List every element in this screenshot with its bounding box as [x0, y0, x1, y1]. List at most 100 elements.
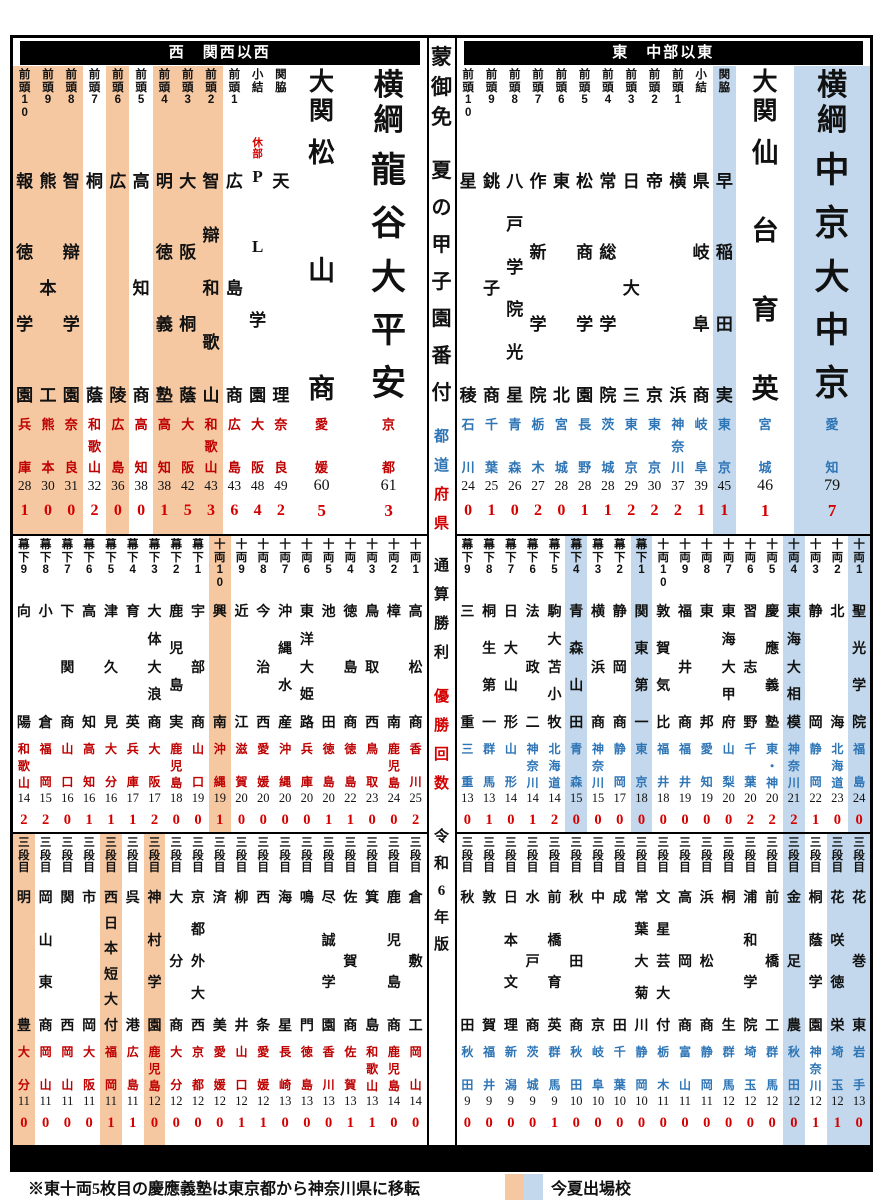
- school-name: 常総学院: [599, 172, 617, 405]
- school-column: 関脇早稲田実東京 45 1: [712, 66, 737, 534]
- championship-count: 2: [42, 812, 50, 828]
- total-wins: 30: [41, 478, 55, 493]
- championship-count: 0: [790, 1115, 798, 1131]
- total-wins: 28: [577, 478, 592, 493]
- school-column: 前頭 4 明徳義塾高知 38 1: [152, 66, 177, 534]
- championship-count: 1: [487, 502, 496, 519]
- championship-count: 0: [85, 1115, 93, 1131]
- school-name: 日大山形: [503, 605, 518, 731]
- school-name: 天理: [272, 172, 290, 405]
- school-name: 文星芸大付: [656, 891, 671, 1034]
- championship-count: 0: [637, 1115, 646, 1131]
- total-wins: 22: [809, 791, 822, 805]
- rank-label: 三段目: [788, 837, 800, 875]
- total-wins: 11: [700, 1094, 713, 1108]
- school-name: 東洋大姫路: [299, 605, 314, 731]
- school-column: 前頭 9 熊本工熊本 30 0: [36, 66, 60, 534]
- school-column: 小結県岐阜商岐阜 39 1: [689, 66, 712, 534]
- school-name: 静岡: [808, 605, 823, 731]
- school-column: 前頭 5 高知商高知 38 0: [129, 66, 152, 534]
- rank-label: 三段目: [766, 837, 778, 875]
- prefecture-label: 沖縄: [213, 742, 226, 789]
- school-name: 市岡: [82, 891, 97, 1034]
- school-name: 花巻東: [852, 891, 867, 1034]
- school-column: 幕下 3 大体大浪商大阪 17 2: [144, 536, 166, 832]
- prefecture-label: 鳥取: [366, 742, 379, 789]
- prefecture-label: 宮城: [554, 417, 568, 475]
- championship-count: 1: [720, 502, 729, 519]
- school-name: 鹿児島商: [386, 891, 401, 1034]
- championship-count: 0: [572, 812, 580, 828]
- championship-count: 1: [812, 1115, 820, 1131]
- total-wins: 24: [461, 478, 475, 493]
- championship-count: 0: [216, 1115, 224, 1131]
- prefecture-label: 岩手: [853, 1045, 866, 1092]
- total-wins: 15: [39, 791, 52, 805]
- school-column: 十両 5 慶應義塾東・神 20 2: [761, 536, 783, 832]
- school-name: 柳井: [234, 891, 249, 1034]
- total-wins: 13: [278, 1094, 292, 1108]
- school-column: 前頭 9 銚子商千葉 25 1: [480, 66, 503, 534]
- school-name: 智辯学園: [62, 172, 80, 405]
- school-name: 下関商: [60, 605, 75, 731]
- rank-label: 三段目: [570, 837, 582, 875]
- total-wins: 9: [464, 1094, 471, 1108]
- gomen-koumuru-label: 蒙御免: [431, 45, 452, 129]
- total-wins: 13: [300, 1094, 314, 1108]
- school-name: 近江: [234, 605, 249, 731]
- prefecture-label: 千葉: [613, 1045, 626, 1092]
- school-column: 十両 4 徳島商徳島 22 1: [339, 536, 361, 832]
- school-name: 大阪桐蔭: [179, 172, 197, 405]
- prefecture-label: 広島: [111, 417, 125, 475]
- championship-count: 2: [550, 812, 559, 828]
- west-band-makuuchi: 前頭 1 0 報徳学園兵庫 28 1 前頭 9 熊本工熊本 30 0 前頭 8 智辯学園奈良 31 0 前頭 7 桐…: [13, 66, 427, 536]
- school-column: 十両 9 近江滋賀 20 0: [231, 536, 253, 832]
- championship-count: 0: [463, 812, 471, 828]
- school-name: 東海大甲府: [721, 605, 736, 731]
- school-name: 三重: [460, 605, 475, 731]
- championship-count: 2: [150, 812, 159, 828]
- prefecture-label: 北海道: [548, 742, 561, 790]
- championship-count: 1: [129, 1115, 137, 1131]
- school-name: 広島商: [225, 172, 243, 405]
- school-name: 高知: [82, 605, 97, 731]
- school-column: 三段目佐賀商佐賀 13 1: [339, 834, 361, 1145]
- school-name: 倉敷工: [408, 891, 423, 1034]
- school-column: 横綱中京大中京愛知 79 7: [794, 66, 871, 534]
- school-name: 鹿児島実: [169, 605, 184, 731]
- prefecture-label: 兵庫: [126, 742, 139, 789]
- prefecture-label: 静岡: [809, 742, 822, 789]
- prefecture-label: 徳島: [344, 742, 357, 789]
- school-name: 作新学院: [529, 172, 547, 405]
- championship-count: 0: [703, 812, 711, 828]
- championship-count: 0: [463, 1115, 471, 1131]
- rank-label: 三段目: [148, 837, 161, 875]
- championship-count: 1: [324, 812, 333, 828]
- rank-label: 三段目: [257, 837, 270, 875]
- total-wins: 42: [180, 478, 195, 493]
- rank-label: 三段目: [679, 837, 691, 875]
- rank-label: 三段目: [301, 837, 313, 875]
- championship-count: 0: [259, 812, 267, 828]
- total-wins: 13: [344, 1094, 357, 1108]
- rank-label: 大関: [309, 69, 335, 125]
- prefecture-label: 神奈川: [591, 742, 604, 790]
- prefecture-label: 静岡: [635, 1045, 648, 1092]
- school-column: 三段目鳴門徳島 13 0: [296, 834, 318, 1145]
- total-wins: 20: [765, 791, 779, 805]
- prefecture-label: 茨城: [526, 1045, 539, 1092]
- school-name: 日大三: [622, 172, 640, 405]
- rank-label: 三段目: [613, 837, 626, 875]
- school-name: 習志野: [743, 605, 758, 731]
- school-name: 県岐阜商: [692, 172, 710, 405]
